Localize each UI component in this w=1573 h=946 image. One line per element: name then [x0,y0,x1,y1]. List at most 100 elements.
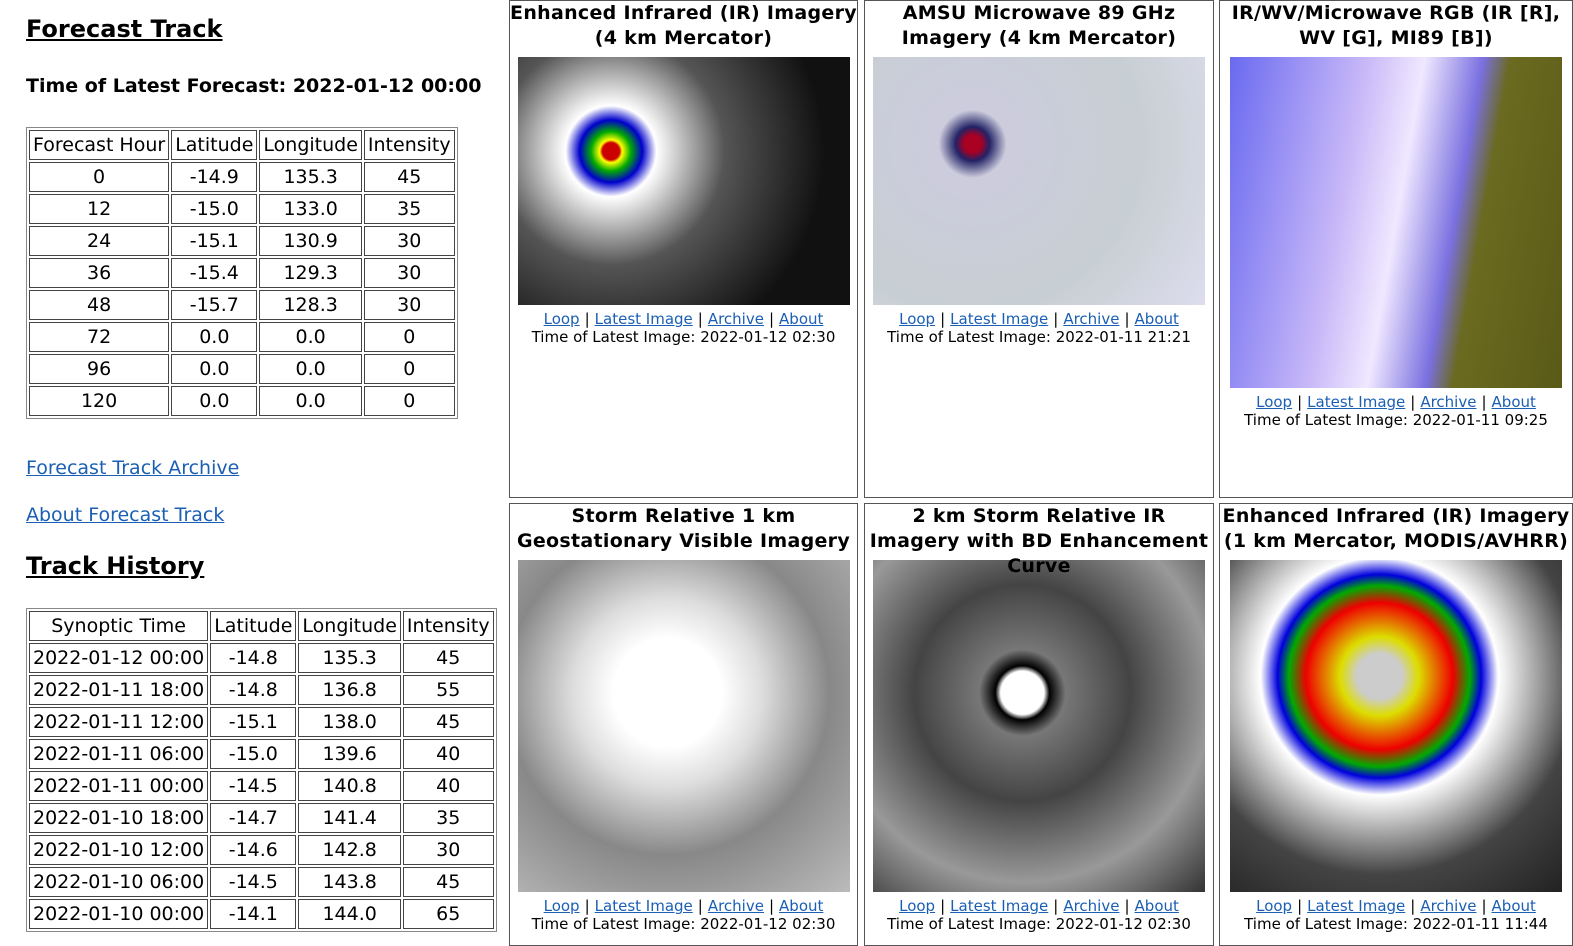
panel-link[interactable]: Loop [543,897,580,915]
cell: 2022-01-10 00:00 [29,899,209,929]
row: 2022-01-10 12:00 -14.6 142.8 30 [29,835,494,865]
satellite-image [1230,560,1562,892]
cell: 40 [402,739,494,769]
separator: | [1481,897,1487,915]
cell: 0.0 [259,322,362,352]
panel-link[interactable]: Archive [707,310,764,328]
cell: 129.3 [259,258,362,288]
separator: | [768,310,775,328]
cell: -15.0 [171,194,258,224]
separator: | [1124,310,1130,328]
panel-link[interactable]: Latest Image [1307,897,1406,915]
panel-link[interactable]: About [1491,393,1536,411]
panel-link[interactable]: Latest Image [1307,393,1406,411]
panel-links: Loop | Latest Image | Archive | About [1220,897,1572,915]
panel-link[interactable]: Latest Image [594,310,693,328]
panel-link[interactable]: Loop [899,310,936,328]
cell: 2022-01-12 00:00 [29,643,209,673]
cell: 130.9 [259,226,362,256]
cell: 144.0 [298,899,401,929]
cell: 0 [29,162,170,192]
cell: -14.7 [210,803,297,833]
cell: 142.8 [298,835,401,865]
panel-link[interactable]: Loop [1256,897,1293,915]
header-cell: Intensity [363,130,455,160]
separator: | [1410,393,1416,411]
cell: 2022-01-11 06:00 [29,739,209,769]
row: 72 0.0 0.0 0 [29,322,455,352]
cell: -14.1 [210,899,297,929]
panel-link[interactable]: Loop [899,897,936,915]
about-link[interactable]: About Forecast Track [26,504,225,526]
panel-title: IR/WV/Microwave RGB (IR [R], WV [G], MI8… [1231,2,1561,49]
panel-link[interactable]: About [1134,310,1179,328]
latest-image-time: Time of Latest Image: 2022-01-12 02:30 [531,328,836,346]
panel: AMSU Microwave 89 GHz Imagery (4 km Merc… [864,0,1214,498]
cell: -14.5 [210,867,297,897]
panel-link[interactable]: About [779,310,824,328]
panel-link[interactable]: About [779,897,824,915]
separator: | [584,897,590,915]
row: 2022-01-10 06:00 -14.5 143.8 45 [29,867,494,897]
header-cell: Latitude [171,130,258,160]
panel-title: Enhanced Infrared (IR) Imagery (4 km Mer… [510,2,857,49]
panel-link[interactable]: Loop [543,310,580,328]
cell: -15.0 [210,739,297,769]
row: 120 0.0 0.0 0 [29,386,455,416]
separator: | [1297,393,1303,411]
cell: -15.4 [171,258,258,288]
archive-link[interactable]: Forecast Track Archive [26,457,240,479]
cell: 24 [29,226,170,256]
panel-title: 2 km Storm Relative IR Imagery with BD E… [869,505,1209,577]
panel-link[interactable]: Latest Image [594,897,693,915]
panel: 2 km Storm Relative IR Imagery with BD E… [864,503,1214,946]
latest-image-time: Time of Latest Image: 2022-01-12 02:30 [887,915,1191,933]
panel-link[interactable]: Archive [1420,897,1477,915]
cell: 139.6 [298,739,401,769]
cell: 0.0 [171,354,258,384]
cell: 35 [363,194,455,224]
cell: 141.4 [298,803,401,833]
latest-image-time: Time of Latest Image: 2022-01-12 02:30 [531,915,836,933]
forecast-heading: Forecast Track [26,15,223,43]
panel-link[interactable]: Archive [1063,310,1120,328]
cell: 12 [29,194,170,224]
panel-link[interactable]: About [1491,897,1536,915]
panel-link[interactable]: About [1134,897,1179,915]
panel-link[interactable]: Archive [1420,393,1477,411]
cell: 138.0 [298,707,401,737]
cell: 30 [363,226,455,256]
cell: 120 [29,386,170,416]
cell: 0.0 [171,386,258,416]
panel-title: AMSU Microwave 89 GHz Imagery (4 km Merc… [901,2,1177,49]
satellite-image [517,57,850,305]
cell: -14.6 [210,835,297,865]
cell: -15.1 [171,226,258,256]
panel-link[interactable]: Archive [1063,897,1120,915]
cell: -14.9 [171,162,258,192]
separator: | [1053,897,1059,915]
cell: 128.3 [259,290,362,320]
panel-links: Loop | Latest Image | Archive | About [510,897,857,915]
row: 24 -15.1 130.9 30 [29,226,455,256]
cell: 2022-01-10 18:00 [29,803,209,833]
cell: 133.0 [259,194,362,224]
cell: 36 [29,258,170,288]
separator: | [697,310,703,328]
panel-link[interactable]: Loop [1256,393,1293,411]
cell: 2022-01-10 12:00 [29,835,209,865]
cell: 55 [402,675,494,705]
cell: 0 [363,386,455,416]
separator: | [1410,897,1416,915]
row: 2022-01-11 18:00 -14.8 136.8 55 [29,675,494,705]
panel-link[interactable]: Latest Image [950,897,1049,915]
cell: 0.0 [259,386,362,416]
latest-image-time: Time of Latest Image: 2022-01-11 11:44 [1244,915,1548,933]
panel-link[interactable]: Archive [707,897,764,915]
separator: | [940,310,946,328]
satellite-image [1230,57,1562,388]
panel-link[interactable]: Latest Image [950,310,1049,328]
cell: 45 [402,643,494,673]
header-cell: Latitude [210,611,297,641]
cell: 0 [363,354,455,384]
